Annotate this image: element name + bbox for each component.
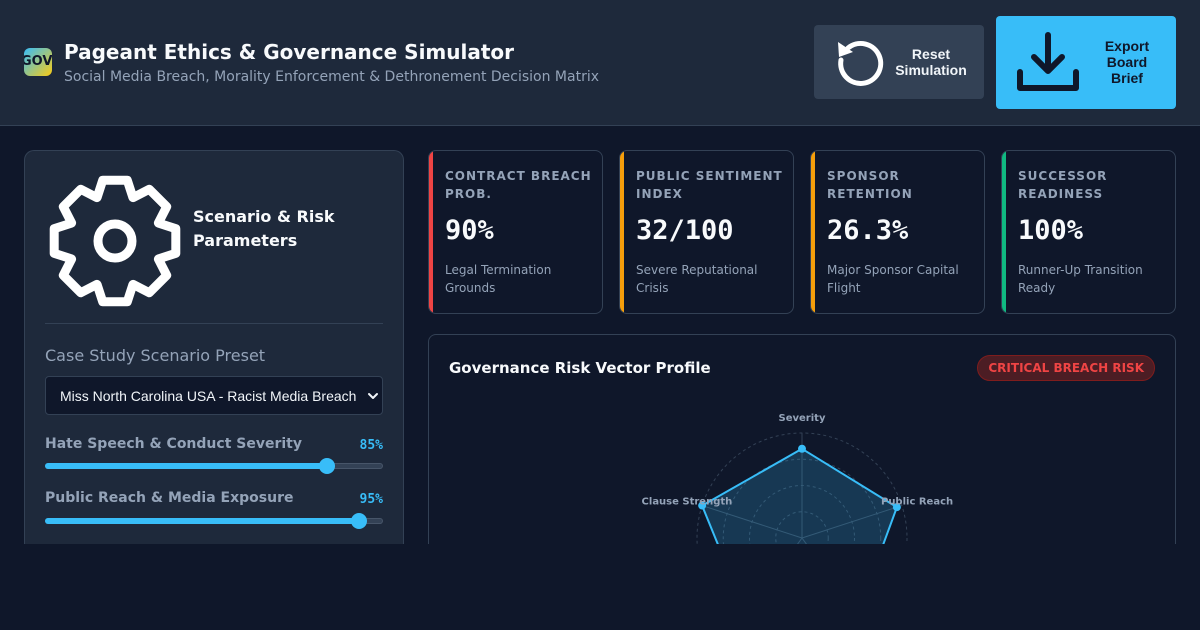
kpi-value: 90% <box>445 215 494 246</box>
kpi-public-sentiment: PUBLIC SENTIMENT INDEX 32/100 Severe Rep… <box>619 150 794 314</box>
kpi-value: 32/100 <box>636 215 734 246</box>
kpi-subtitle: Legal Termination Grounds <box>445 263 552 295</box>
reset-simulation-button[interactable]: Reset Simulation <box>814 25 984 99</box>
radar-axis-label: Severity <box>779 413 826 424</box>
panel-title: Scenario & Risk Parameters <box>193 207 335 250</box>
slider-thumb[interactable] <box>318 458 335 474</box>
panel-divider <box>45 323 383 324</box>
page-title: Pageant Ethics & Governance Simulator <box>64 40 515 64</box>
kpi-accent-bar <box>429 151 433 313</box>
radar-title: Governance Risk Vector Profile <box>449 359 711 377</box>
kpi-title: CONTRACT BREACH PROB. <box>445 169 592 201</box>
page-subtitle: Social Media Breach, Morality Enforcemen… <box>64 69 600 85</box>
gear-icon <box>49 175 181 307</box>
risk-vector-panel: Severity Public Reach Clause Strength Gove… <box>428 334 1176 544</box>
kpi-value: 26.3% <box>827 215 909 246</box>
radar-grid-ring <box>722 458 882 544</box>
radar-data-point <box>892 503 901 512</box>
kpi-contract-breach: CONTRACT BREACH PROB. 90% Legal Terminat… <box>428 150 603 314</box>
radar-axis-label: Public Reach <box>881 497 953 508</box>
public-reach-slider[interactable] <box>45 513 383 529</box>
radar-axis-label: Clause Strength <box>642 497 733 508</box>
slider-fill <box>45 518 359 524</box>
reset-button-label: Reset Simulation <box>895 46 967 78</box>
kpi-accent-bar <box>1002 151 1006 313</box>
kpi-accent-bar <box>620 151 624 313</box>
logo-text: GOV <box>24 54 52 69</box>
severity-slider-label: Hate Speech & Conduct Severity <box>45 436 302 452</box>
app-logo: GOV <box>24 48 52 76</box>
radar-chart: Severity Public Reach Clause Strength <box>642 413 953 544</box>
kpi-subtitle: Major Sponsor Capital Flight <box>827 263 959 295</box>
preset-label: Case Study Scenario Preset <box>45 346 266 365</box>
radar-axis-line <box>801 505 903 539</box>
kpi-value: 100% <box>1018 215 1084 246</box>
slider-thumb[interactable] <box>350 513 367 529</box>
refresh-icon <box>838 40 884 86</box>
kpi-subtitle: Runner-Up Transition Ready <box>1018 263 1143 295</box>
kpi-sponsor-retention: SPONSOR RETENTION 26.3% Major Sponsor Ca… <box>810 150 985 314</box>
kpi-title: PUBLIC SENTIMENT INDEX <box>636 169 783 201</box>
public-reach-slider-value: 95% <box>359 492 383 507</box>
chevron-down-icon <box>368 393 378 399</box>
slider-fill <box>45 463 327 469</box>
export-button-label: Export Board Brief <box>1104 38 1150 86</box>
scenario-preset-select[interactable]: Miss North Carolina USA - Racist Media B… <box>45 376 383 415</box>
radar-series-area <box>701 447 898 544</box>
radar-data-point <box>798 444 806 453</box>
status-badge: CRITICAL BREACH RISK <box>977 355 1155 381</box>
radar-axis-line <box>701 505 803 539</box>
export-board-brief-button[interactable]: Export Board Brief <box>996 16 1176 109</box>
kpi-title: SPONSOR RETENTION <box>827 169 913 201</box>
public-reach-slider-label: Public Reach & Media Exposure <box>45 490 294 506</box>
download-icon <box>1017 32 1079 91</box>
kpi-successor-readiness: SUCCESSOR READINESS 100% Runner-Up Trans… <box>1001 150 1176 314</box>
severity-slider-value: 85% <box>359 438 383 453</box>
status-badge-label: CRITICAL BREACH RISK <box>988 361 1144 375</box>
radar-data-point <box>698 501 707 510</box>
kpi-title: SUCCESSOR READINESS <box>1018 169 1108 201</box>
app-header: GOV Pageant Ethics & Governance Simulato… <box>0 0 1200 126</box>
kpi-subtitle: Severe Reputational Crisis <box>636 263 758 295</box>
severity-slider[interactable] <box>45 458 383 474</box>
scenario-parameters-panel: Scenario & Risk Parameters Case Study Sc… <box>24 150 404 544</box>
preset-selected-value: Miss North Carolina USA - Racist Media B… <box>60 388 357 404</box>
kpi-accent-bar <box>811 151 815 313</box>
